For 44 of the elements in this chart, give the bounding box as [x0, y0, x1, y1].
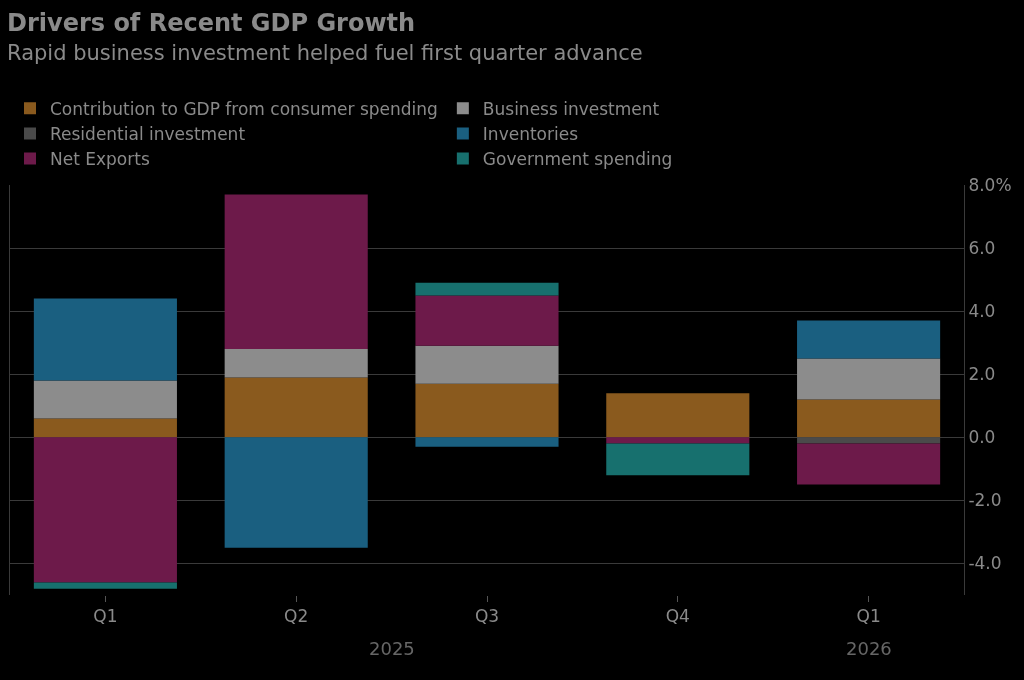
bar — [33, 380, 177, 419]
bar — [797, 320, 941, 359]
bar — [33, 582, 177, 589]
bar — [606, 437, 750, 444]
y-tick-label: 0.0 — [968, 427, 996, 448]
bar — [606, 393, 750, 438]
text: 2025 — [369, 638, 415, 659]
y-tick-label: -4.0 — [968, 553, 1002, 574]
y-tick-label: 4.0 — [968, 301, 996, 322]
y-tick-label: 6.0 — [968, 238, 996, 259]
y-tick-label: -2.0 — [968, 490, 1002, 511]
x-tick-label: Q1 — [93, 606, 118, 627]
legend-label: Business investment — [482, 98, 660, 119]
x-tick-label: Q2 — [284, 606, 309, 627]
bar — [415, 437, 559, 447]
bar — [224, 194, 368, 349]
bar — [797, 443, 941, 485]
text: 2026 — [846, 638, 892, 659]
bar — [415, 295, 559, 346]
x-tick-label: Q1 — [856, 606, 881, 627]
bar — [224, 437, 368, 548]
bar — [797, 399, 941, 438]
y-tick-label: 2.0 — [968, 364, 996, 385]
bar — [797, 437, 941, 444]
bar — [224, 349, 368, 378]
bar — [606, 443, 750, 476]
bar — [33, 437, 177, 583]
legend-label: Government spending — [482, 149, 673, 170]
y-tick-label: 8.0% — [968, 174, 1012, 195]
bar — [415, 383, 559, 438]
x-tick-label: Q3 — [474, 606, 500, 627]
bar — [415, 345, 559, 384]
legend-label: Contribution to GDP from consumer spending — [50, 98, 438, 119]
x-tick-label: Q4 — [665, 606, 690, 627]
bar — [33, 418, 177, 438]
bar — [224, 377, 368, 438]
chart-subtitle: Rapid business investment helped fuel first quarter advance — [7, 41, 643, 65]
bar — [33, 298, 177, 381]
bar — [797, 358, 941, 400]
legend-label: Net Exports — [50, 149, 150, 170]
legend-label: Inventories — [482, 124, 579, 145]
chart-title: Drivers of Recent GDP Growth — [7, 9, 416, 37]
bar — [415, 282, 559, 296]
legend-label: Residential investment — [50, 124, 246, 145]
